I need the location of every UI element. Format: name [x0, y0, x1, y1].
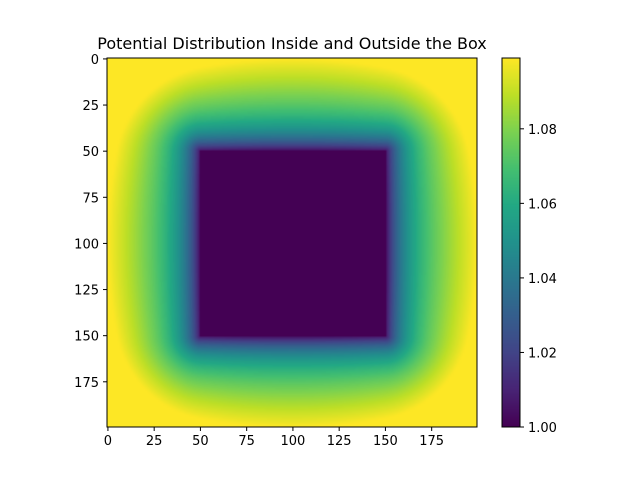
colorbar-gradient [502, 58, 520, 427]
colorbar-tick-label: 1.08 [528, 123, 557, 138]
x-tick-label: 150 [373, 434, 398, 449]
y-tick-label: 150 [74, 330, 99, 345]
colorbar-axis: 1.00 1.02 1.04 1.06 1.08 [520, 123, 557, 436]
heatmap [106, 57, 478, 428]
y-tick-label: 125 [74, 284, 99, 299]
colorbar [501, 57, 521, 428]
x-tick-label: 100 [281, 434, 306, 449]
colorbar-frame [501, 57, 521, 428]
y-axis: 0 25 50 75 100 125 150 175 [74, 53, 107, 391]
colorbar-tick-label: 1.06 [528, 197, 557, 212]
plot-frame [106, 57, 478, 428]
colorbar-tick-label: 1.00 [528, 421, 557, 436]
y-tick-label: 175 [74, 376, 99, 391]
x-tick-label: 75 [238, 434, 255, 449]
y-tick-label: 50 [82, 145, 99, 160]
x-tick-label: 175 [419, 434, 444, 449]
y-tick-label: 100 [74, 237, 99, 252]
colorbar-tick-label: 1.02 [528, 346, 557, 361]
x-axis: 0 25 50 75 100 125 150 175 [104, 427, 444, 449]
colorbar-tick-label: 1.04 [528, 272, 557, 287]
chart-title: Potential Distribution Inside and Outsid… [97, 34, 486, 53]
y-tick-label: 25 [82, 99, 99, 114]
heatmap-image [107, 58, 477, 427]
x-tick-label: 50 [192, 434, 209, 449]
y-tick-label: 75 [82, 191, 99, 206]
x-tick-label: 25 [146, 434, 163, 449]
x-tick-label: 0 [104, 434, 112, 449]
x-tick-label: 125 [327, 434, 352, 449]
y-tick-label: 0 [91, 53, 99, 68]
